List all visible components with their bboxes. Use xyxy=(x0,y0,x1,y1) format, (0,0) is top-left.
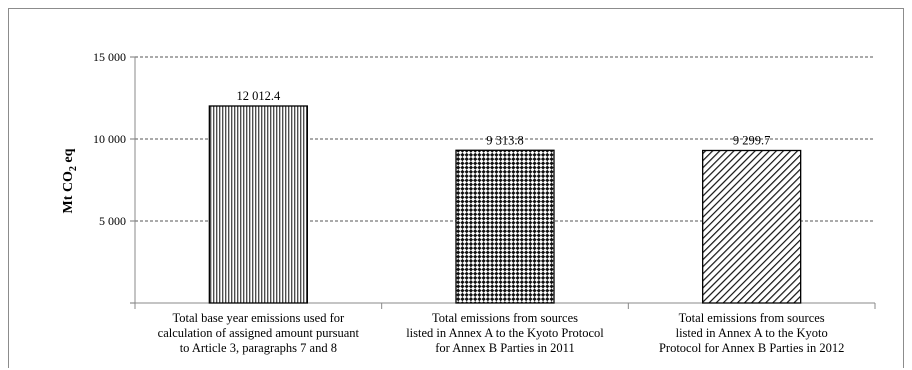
y-axis-title: Mt CO2 eq xyxy=(61,148,79,213)
category-label: listed in Annex A to the Kyoto xyxy=(676,326,828,340)
category-label: calculation of assigned amount pursuant xyxy=(158,326,360,340)
bar xyxy=(208,105,308,304)
chart-frame xyxy=(8,8,904,368)
category-label: for Annex B Parties in 2011 xyxy=(435,341,574,355)
svg-text:Mt CO2 eq: Mt CO2 eq xyxy=(61,148,79,213)
category-label: Total emissions from sources xyxy=(679,311,825,325)
y-tick-label: 5 000 xyxy=(99,214,126,228)
data-label: 9 299.7 xyxy=(733,133,771,147)
data-label: 12 012.4 xyxy=(236,89,281,103)
data-labels: 12 012.4 9 313.8 9 299.7 xyxy=(236,89,770,147)
category-label: Protocol for Annex B Parties in 2012 xyxy=(659,341,844,355)
data-label: 9 313.8 xyxy=(486,133,524,147)
category-labels: Total base year emissions used forcalcul… xyxy=(158,311,845,355)
category-label: Total emissions from sources xyxy=(432,311,578,325)
y-tick-label: 15 000 xyxy=(93,50,126,64)
bars xyxy=(208,105,802,304)
category-label: Total base year emissions used for xyxy=(173,311,345,325)
category-label: listed in Annex A to the Kyoto Protocol xyxy=(406,326,604,340)
category-label: to Article 3, paragraphs 7 and 8 xyxy=(180,341,337,355)
y-tick-label: 10 000 xyxy=(93,132,126,146)
bar xyxy=(455,149,555,304)
bar xyxy=(702,149,802,304)
